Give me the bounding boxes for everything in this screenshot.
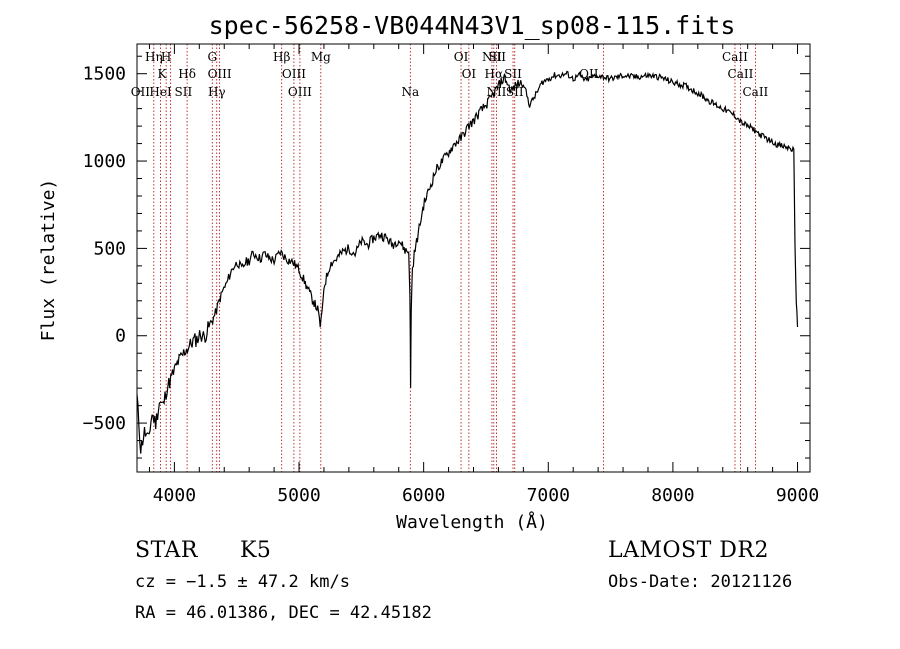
line-marker-label: K: [157, 67, 167, 81]
y-tick-label: 1000: [83, 151, 126, 172]
line-marker-label: OI: [454, 50, 469, 64]
x-tick-label: 6000: [402, 485, 445, 506]
line-marker-label: G: [207, 50, 217, 64]
line-marker-label: NII: [482, 50, 502, 64]
plot-frame: [136, 43, 811, 473]
chart-title: spec-56258-VB044N43V1_sp08-115.fits: [209, 11, 736, 40]
x-axis-label: Wavelength (Å): [396, 511, 548, 533]
y-tick-label: 0: [115, 326, 126, 347]
line-marker-label: OI: [462, 67, 477, 81]
line-marker-label: OII: [579, 67, 599, 81]
line-marker-label: OIII: [282, 67, 306, 81]
line-marker-label: Hη: [145, 50, 163, 64]
x-tick-label: 7000: [527, 485, 570, 506]
y-axis: −500 0 500 1000 1500: [83, 55, 810, 459]
observation-date: Obs-Date: 20121126: [608, 572, 793, 592]
line-marker-label: OIII: [208, 67, 232, 81]
object-class: STAR: [135, 538, 198, 563]
object-subclass: K5: [240, 538, 272, 563]
x-tick-label: 9000: [776, 485, 819, 506]
x-tick-label: 8000: [651, 485, 694, 506]
emission-line-markers: [153, 44, 756, 472]
line-marker-label: H: [161, 50, 171, 64]
line-marker-label: CaII: [742, 85, 768, 99]
x-tick-label: 4000: [153, 485, 196, 506]
line-marker-label: CaII: [722, 50, 748, 64]
line-marker-label: CaII: [728, 67, 754, 81]
line-marker-label: Na: [401, 85, 419, 99]
y-tick-label: 1500: [83, 64, 126, 85]
coordinates-readout: RA = 46.01386, DEC = 42.45182: [135, 603, 432, 623]
survey-name: LAMOST DR2: [608, 538, 769, 563]
line-marker-label: Hγ: [208, 85, 226, 99]
spectrum-line: [136, 70, 799, 454]
line-marker-label: SII: [488, 50, 506, 64]
line-marker-label: Hβ: [273, 50, 290, 64]
line-marker-label: Mg: [311, 50, 331, 64]
x-axis: 4000 5000 6000 7000 8000 9000: [148, 44, 819, 506]
line-marker-label: Hα: [485, 67, 504, 81]
y-axis-label: Flux (relative): [38, 179, 59, 342]
line-marker-label: SII: [175, 85, 193, 99]
line-marker-label: Hδ: [178, 67, 196, 81]
x-tick-label: 5000: [277, 485, 320, 506]
redshift-readout: cz = −1.5 ± 47.2 km/s: [135, 572, 350, 592]
line-marker-label: OII: [131, 85, 151, 99]
line-marker-label: OIII: [288, 85, 312, 99]
line-marker-label: SII: [506, 85, 524, 99]
y-tick-label: 500: [93, 238, 126, 259]
line-marker-label: SII: [504, 67, 522, 81]
y-tick-label: −500: [83, 413, 126, 434]
line-marker-label: HeI: [149, 85, 172, 99]
